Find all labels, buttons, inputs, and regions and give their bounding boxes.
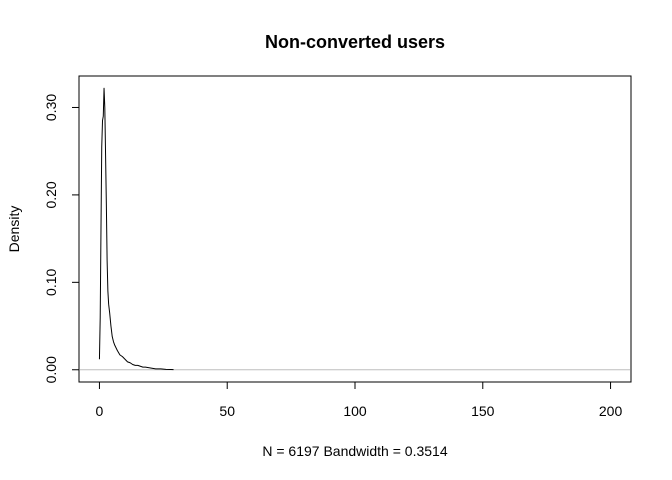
chart-title: Non-converted users bbox=[265, 32, 445, 52]
y-tick-label: 0.00 bbox=[43, 356, 59, 383]
x-tick-label: 0 bbox=[96, 403, 104, 419]
x-tick-label: 100 bbox=[343, 403, 367, 419]
x-axis-label: N = 6197 Bandwidth = 0.3514 bbox=[262, 443, 447, 459]
x-tick-label: 50 bbox=[219, 403, 235, 419]
x-tick-label: 200 bbox=[599, 403, 623, 419]
y-axis: 0.00 0.10 0.20 0.30 bbox=[43, 94, 80, 383]
x-axis: 0 50 100 150 200 bbox=[96, 381, 623, 419]
density-curve bbox=[98, 87, 174, 371]
y-axis-label: Density bbox=[6, 206, 22, 253]
y-tick-label: 0.10 bbox=[43, 268, 59, 295]
y-tick-label: 0.20 bbox=[43, 181, 59, 208]
y-tick-label: 0.30 bbox=[43, 94, 59, 121]
series-layer bbox=[98, 87, 174, 371]
plot-frame bbox=[78, 75, 632, 383]
x-tick-label: 150 bbox=[471, 403, 495, 419]
